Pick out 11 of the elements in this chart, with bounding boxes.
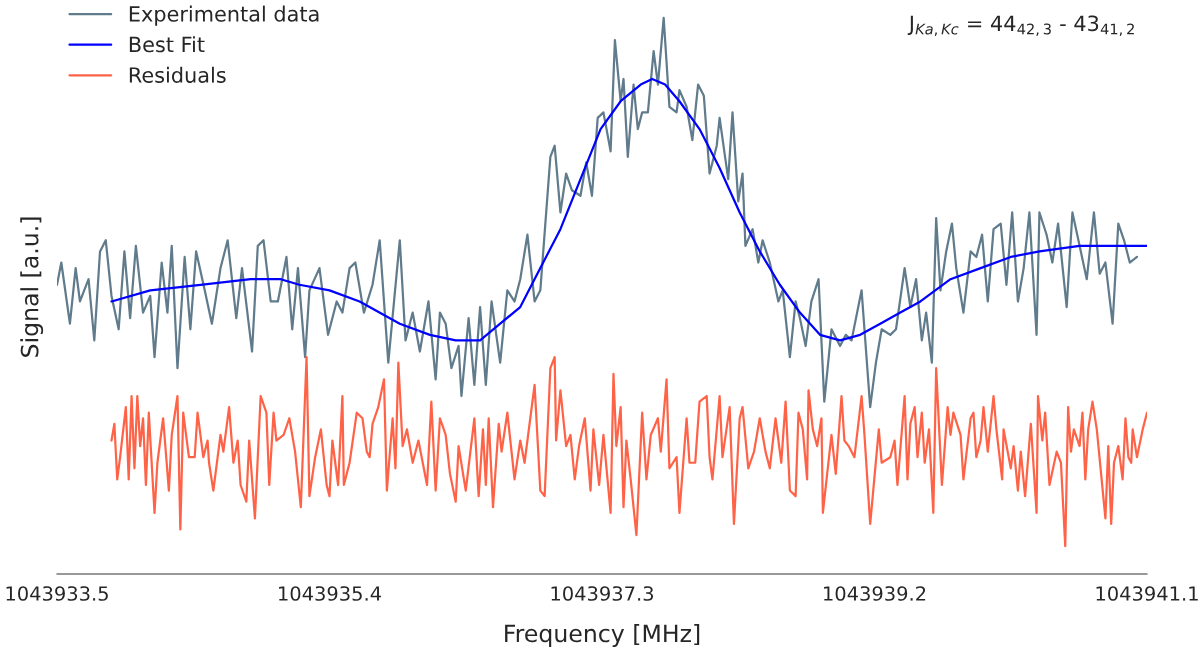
x-tick-label: 1043941.1 (1096, 586, 1198, 601)
y-axis-title: Signal [a.u.] (20, 217, 44, 357)
legend-label: Residuals (129, 66, 226, 83)
legend-label: Experimental data (129, 5, 319, 26)
x-tick-label: 1043937.3 (551, 586, 654, 601)
x-axis-title: Frequency [MHz] (505, 624, 700, 647)
x-tick-label: 1043933.5 (6, 586, 108, 601)
annotation: J$_{Ka,Kc}$ = 44$_{42,3}$ - 43$_{41,2}$ (907, 15, 1134, 36)
x-tick-label: 1043935.4 (279, 586, 381, 601)
x-tick-label: 1043939.2 (824, 586, 926, 601)
legend-label: Best Fit (129, 36, 205, 53)
